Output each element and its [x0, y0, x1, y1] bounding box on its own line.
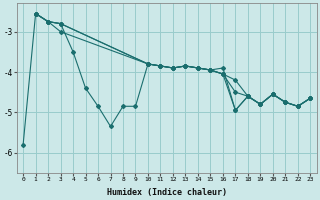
X-axis label: Humidex (Indice chaleur): Humidex (Indice chaleur)	[107, 188, 227, 197]
